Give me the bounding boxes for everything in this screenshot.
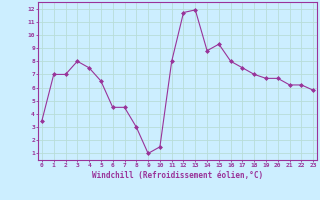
X-axis label: Windchill (Refroidissement éolien,°C): Windchill (Refroidissement éolien,°C) [92,171,263,180]
